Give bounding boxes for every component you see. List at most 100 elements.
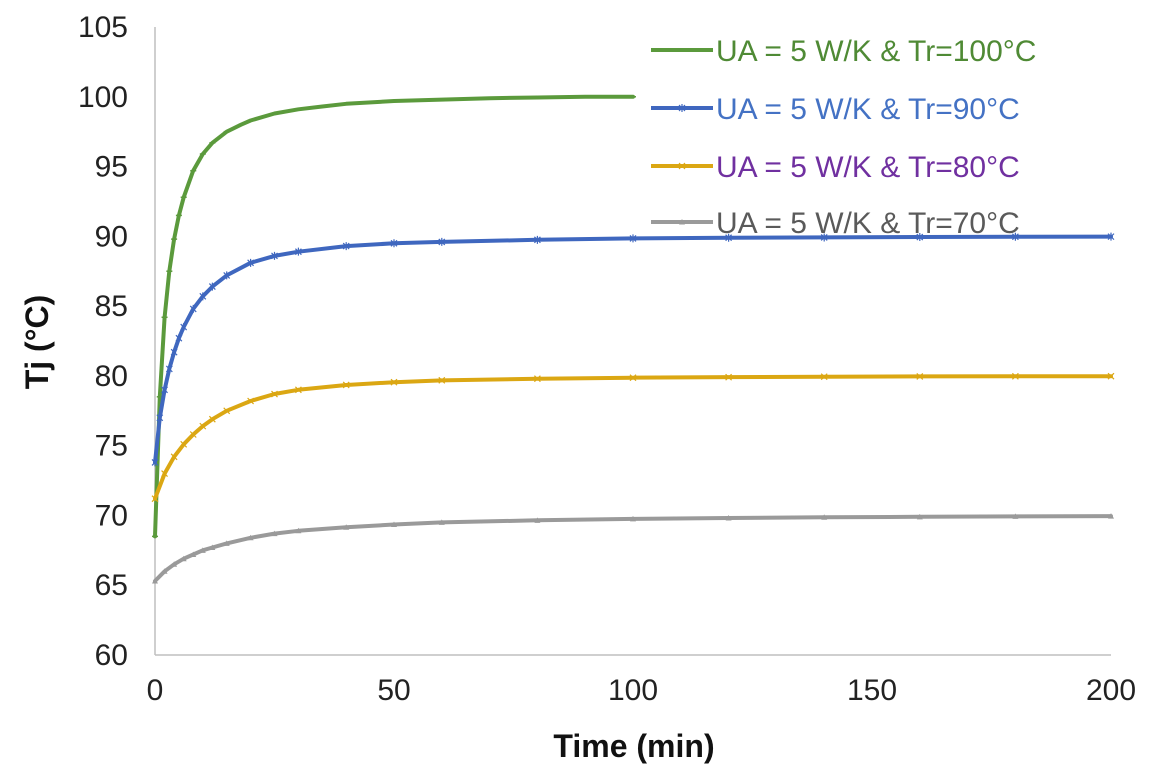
x-tick-label: 50 xyxy=(377,674,410,707)
data-point xyxy=(820,373,828,381)
data-point xyxy=(271,530,278,537)
data-point xyxy=(438,376,446,384)
legend-label: UA = 5 W/K & Tr=80°C xyxy=(716,151,1020,184)
data-point xyxy=(271,251,278,260)
series-line xyxy=(153,94,635,539)
y-tick-label: 105 xyxy=(78,11,128,44)
y-tick-label: 65 xyxy=(95,569,128,602)
y-tick-label: 80 xyxy=(95,360,128,393)
legend-label: UA = 5 W/K & Tr=90°C xyxy=(716,93,1020,126)
series-layer xyxy=(151,94,1115,584)
y-tick-label: 75 xyxy=(95,430,128,463)
data-point xyxy=(1011,232,1019,241)
legend-item: UA = 5 W/K & Tr=80°C xyxy=(651,151,1020,184)
data-point xyxy=(438,519,445,525)
y-tick-label: 70 xyxy=(95,499,128,532)
data-point xyxy=(180,555,187,562)
data-point xyxy=(247,534,254,541)
x-axis-title: Time (min) xyxy=(553,728,714,764)
data-point xyxy=(1011,372,1019,380)
legend-marker xyxy=(678,104,686,112)
y-tick-label: 85 xyxy=(95,290,128,323)
data-point xyxy=(180,323,188,332)
axes: 60 65 70 75 80 85 90 95 100 105 0 50 100 150 200 xyxy=(78,11,1136,707)
legend-marker xyxy=(679,219,685,225)
data-point xyxy=(161,385,168,394)
data-point xyxy=(189,431,197,438)
data-point xyxy=(725,233,733,242)
data-point xyxy=(916,513,923,520)
data-point xyxy=(271,390,278,398)
data-point xyxy=(342,242,350,251)
data-point xyxy=(1012,513,1019,519)
data-point xyxy=(223,407,231,415)
legend-item: UA = 5 W/K & Tr=70°C xyxy=(651,207,1020,240)
data-point xyxy=(223,540,230,546)
data-point xyxy=(629,374,637,382)
data-point xyxy=(175,334,183,343)
data-point xyxy=(1107,232,1115,241)
legend-item: UA = 5 W/K & Tr=100°C xyxy=(651,35,1036,68)
data-point xyxy=(247,397,255,405)
data-point xyxy=(438,237,446,246)
series-line xyxy=(153,374,1113,501)
data-point xyxy=(390,378,398,386)
series-line xyxy=(153,234,1113,465)
data-point xyxy=(391,521,397,528)
data-point xyxy=(247,258,255,267)
data-point xyxy=(820,233,828,242)
data-point xyxy=(199,547,206,553)
x-tick-label: 0 xyxy=(147,674,164,707)
data-point xyxy=(725,514,732,521)
series-ua-5-w-k-tr-100-c xyxy=(152,94,636,539)
series-ua-5-w-k-tr-80-c xyxy=(151,372,1115,503)
data-point xyxy=(165,364,173,373)
data-point xyxy=(390,239,398,248)
data-point xyxy=(161,568,168,574)
x-tick-label: 200 xyxy=(1086,674,1136,707)
data-point xyxy=(533,375,541,383)
y-tick-label: 95 xyxy=(95,151,128,184)
x-tick-label: 150 xyxy=(847,674,897,707)
data-point xyxy=(294,247,302,256)
series-ua-5-w-k-tr-90-c xyxy=(151,232,1115,467)
data-point xyxy=(161,470,168,478)
data-point xyxy=(1108,513,1114,519)
legend: UA = 5 W/K & Tr=100°C UA = 5 W/K & Tr=90°… xyxy=(651,35,1036,240)
y-tick-label: 60 xyxy=(95,639,128,672)
series-line xyxy=(153,514,1113,583)
data-point xyxy=(294,386,302,394)
data-point xyxy=(533,235,541,244)
series-ua-5-w-k-tr-70-c xyxy=(152,513,1114,584)
data-point xyxy=(725,373,733,381)
data-point xyxy=(208,415,216,423)
data-point xyxy=(170,453,178,461)
legend-label: UA = 5 W/K & Tr=70°C xyxy=(716,207,1020,240)
data-point xyxy=(342,381,350,389)
data-point xyxy=(152,578,158,584)
data-point xyxy=(171,561,178,567)
data-point xyxy=(208,282,216,291)
y-axis-title: Tj (°C) xyxy=(19,295,55,390)
data-point xyxy=(630,515,636,522)
data-point xyxy=(180,440,188,448)
data-point xyxy=(199,422,207,430)
data-point xyxy=(343,524,350,530)
data-point xyxy=(821,514,828,520)
data-point xyxy=(151,458,159,467)
data-point xyxy=(199,292,207,301)
data-point xyxy=(170,348,178,357)
y-tick-label: 90 xyxy=(95,220,128,253)
data-point xyxy=(916,373,924,380)
data-point xyxy=(629,234,637,243)
data-point xyxy=(1107,372,1115,380)
data-point xyxy=(209,544,216,551)
data-point xyxy=(916,233,924,242)
data-point xyxy=(190,551,197,558)
data-point xyxy=(189,304,197,313)
legend-label: UA = 5 W/K & Tr=100°C xyxy=(716,35,1036,68)
legend-marker xyxy=(678,162,686,170)
x-tick-label: 100 xyxy=(608,674,658,707)
data-point xyxy=(156,413,164,422)
